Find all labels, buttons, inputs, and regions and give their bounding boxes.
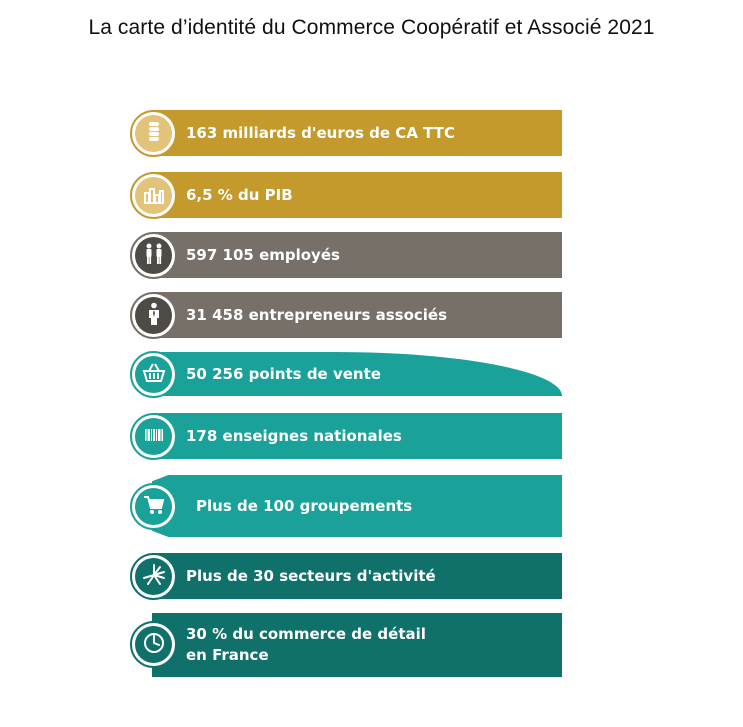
stat-row-commerce-detail: 30 % du commerce de détail en France — [130, 613, 562, 677]
stat-label-revenue: 163 milliards d'euros de CA TTC — [186, 123, 455, 142]
badge-employees — [130, 232, 177, 279]
stat-row-entrepreneurs: 31 458 entrepreneurs associés — [130, 292, 562, 339]
bar-chart-icon — [141, 181, 167, 211]
stat-row-revenue: 163 milliards d'euros de CA TTC — [130, 110, 562, 157]
stat-bar-groupements: Plus de 100 groupements — [152, 475, 562, 537]
badge-groupements — [130, 483, 177, 530]
stat-bar-secteurs: Plus de 30 secteurs d'activité — [152, 553, 562, 599]
badge-points-de-vente — [130, 351, 177, 398]
stat-label-points-de-vente: 50 256 points de vente — [186, 364, 381, 383]
badge-commerce-detail — [130, 621, 177, 668]
stat-bar-employees: 597 105 employés — [152, 232, 562, 278]
stat-row-secteurs: Plus de 30 secteurs d'activité — [130, 553, 562, 600]
stat-row-points-de-vente: 50 256 points de vente — [130, 351, 562, 398]
badge-secteurs — [130, 553, 177, 600]
stat-bar-enseignes: 178 enseignes nationales — [152, 413, 562, 459]
stat-label-enseignes: 178 enseignes nationales — [186, 426, 402, 445]
stat-label-pib: 6,5 % du PIB — [186, 185, 293, 204]
basket-icon — [141, 360, 167, 390]
stat-label-commerce-detail: 30 % du commerce de détail en France — [186, 625, 426, 664]
stat-row-pib: 6,5 % du PIB — [130, 172, 562, 219]
badge-enseignes — [130, 413, 177, 460]
badge-entrepreneurs — [130, 292, 177, 339]
clock-icon — [141, 630, 167, 660]
stat-label-groupements: Plus de 100 groupements — [196, 496, 413, 515]
businessman-icon — [141, 301, 167, 331]
badge-revenue — [130, 110, 177, 157]
stat-label-employees: 597 105 employés — [186, 245, 340, 264]
badge-pib — [130, 172, 177, 219]
stat-row-employees: 597 105 employés — [130, 232, 562, 279]
stat-bar-revenue: 163 milliards d'euros de CA TTC — [152, 110, 562, 156]
stat-bar-points-de-vente: 50 256 points de vente — [152, 352, 562, 396]
coins-icon — [141, 119, 167, 149]
people-icon — [141, 241, 167, 271]
cart-icon — [141, 492, 167, 522]
stat-label-entrepreneurs: 31 458 entrepreneurs associés — [186, 305, 448, 324]
sunburst-icon — [141, 562, 167, 592]
barcode-icon — [141, 422, 167, 452]
stat-row-enseignes: 178 enseignes nationales — [130, 413, 562, 460]
stat-row-groupements: Plus de 100 groupements — [130, 475, 562, 537]
stat-label-secteurs: Plus de 30 secteurs d'activité — [186, 566, 436, 585]
stat-bar-commerce-detail: 30 % du commerce de détail en France — [152, 613, 562, 677]
stat-bar-pib: 6,5 % du PIB — [152, 172, 562, 218]
page-title: La carte d’identité du Commerce Coopérat… — [88, 16, 655, 39]
stat-bar-entrepreneurs: 31 458 entrepreneurs associés — [152, 292, 562, 338]
